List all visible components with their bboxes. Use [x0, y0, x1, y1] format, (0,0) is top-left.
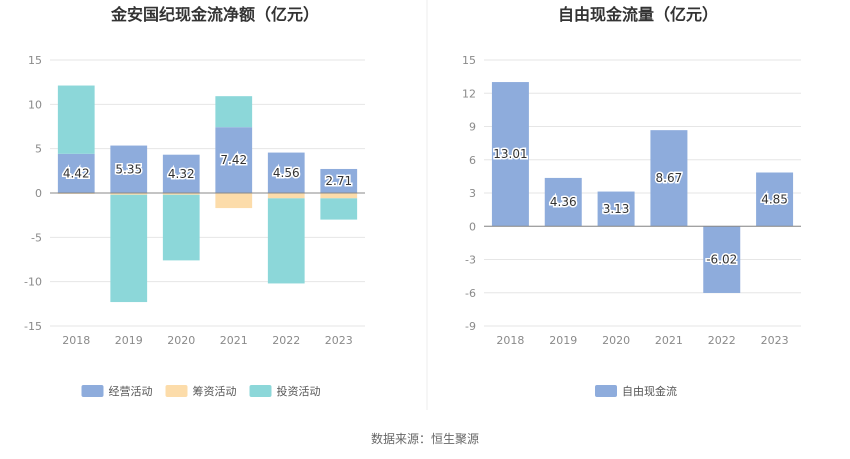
left-chart-y-tick-label: 10 [28, 98, 42, 111]
right-chart-bar-2022-s0 [703, 226, 741, 293]
left-chart-x-tick-label: 2022 [272, 334, 300, 347]
right-chart-x-tick-label: 2022 [708, 334, 736, 347]
right-chart-y-tick-label: 3 [469, 187, 476, 200]
data-source: 数据来源：恒生聚源 [371, 431, 479, 446]
left-chart-legend-swatch [81, 385, 104, 397]
left-chart-y-tick-label: 0 [35, 187, 42, 200]
right-chart-x-tick-label: 2023 [761, 334, 789, 347]
left-chart-legend-swatch [165, 385, 188, 397]
chart-title-left: 金安国纪现金流净额（亿元） [110, 5, 319, 24]
right-chart-y-tick-label: 9 [469, 121, 476, 134]
left-chart-bar-2020-s2 [162, 194, 200, 261]
right-chart-data-label-2018: 13.01 [493, 147, 527, 161]
left-chart-bar-2023-s0 [320, 168, 358, 193]
right-chart-y-tick-label: -9 [465, 320, 476, 333]
right-chart-bar-2023-s0 [756, 172, 794, 227]
left-chart-x-tick-label: 2021 [220, 334, 248, 347]
left-chart-bar-2019-s2 [110, 194, 148, 303]
right-chart-data-label-2019: 4.36 [550, 195, 577, 209]
left-chart-y-tick-label: -10 [24, 276, 42, 289]
left-chart-data-label-2022: 4.56 [273, 166, 300, 180]
left-chart-bar-2018-s2 [57, 85, 95, 154]
left-chart-y-tick-label: 15 [28, 54, 42, 67]
left-chart-data-label-2023: 2.71 [325, 174, 352, 188]
left-chart-bar-2021-s0 [215, 127, 253, 193]
left-chart-y-tick-label: 5 [35, 143, 42, 156]
right-chart-bar-2018-s0 [491, 82, 529, 227]
left-chart-bar-2021-s1 [215, 193, 253, 209]
left-chart-x-tick-label: 2020 [167, 334, 195, 347]
right-chart-y-tick-label: 0 [469, 220, 476, 233]
left-chart-y-tick-label: -5 [31, 231, 42, 244]
left-chart-bar-2023-s1 [320, 193, 358, 199]
right-chart-y-tick-label: -6 [465, 287, 476, 300]
left-chart-bar-2022-s2 [267, 198, 305, 284]
right-chart-data-label-2020: 3.13 [603, 202, 630, 216]
right-chart-x-tick-label: 2021 [655, 334, 683, 347]
right-chart-data-label-2021: 8.67 [656, 171, 683, 185]
left-chart-legend-swatch [249, 385, 272, 397]
left-chart-bar-2020-s1 [162, 193, 200, 195]
left-chart-legend-label: 筹资活动 [193, 384, 237, 398]
left-chart-data-label-2019: 5.35 [115, 162, 142, 176]
left-chart-bar-2022-s0 [267, 152, 305, 193]
left-chart-data-label-2020: 4.32 [168, 167, 195, 181]
left-chart-bar-2021-s2 [215, 96, 253, 128]
left-chart-bar-2019-s1 [110, 193, 148, 195]
right-chart-legend-swatch [595, 385, 617, 397]
left-chart-bar-2023-s2 [320, 198, 358, 220]
chart-title-right: 自由现金流量（亿元） [558, 5, 718, 24]
right-chart-legend-label: 自由现金流 [622, 384, 677, 398]
right-chart-bar-2019-s0 [544, 177, 582, 227]
left-chart-x-tick-label: 2018 [62, 334, 90, 347]
right-chart-y-tick-label: 15 [462, 54, 476, 67]
left-chart-data-label-2021: 7.42 [220, 153, 247, 167]
right-chart-y-tick-label: -3 [465, 254, 476, 267]
right-chart-y-tick-label: 6 [469, 154, 476, 167]
right-chart-y-tick-label: 12 [462, 87, 476, 100]
right-chart-data-label-2022: -6.02 [706, 253, 737, 267]
right-chart-x-tick-label: 2020 [602, 334, 630, 347]
left-chart-bar-2019-s0 [110, 145, 148, 193]
left-chart-x-tick-label: 2023 [325, 334, 353, 347]
left-chart-legend-label: 投资活动 [277, 384, 321, 398]
right-chart-data-label-2023: 4.85 [761, 192, 788, 206]
left-chart-x-tick-label: 2019 [115, 334, 143, 347]
left-chart-legend-label: 经营活动 [109, 384, 153, 398]
left-chart-bar-2020-s0 [162, 154, 200, 193]
right-chart-x-tick-label: 2019 [549, 334, 577, 347]
right-chart-bar-2020-s0 [597, 191, 635, 227]
left-chart-bar-2022-s1 [267, 193, 305, 199]
left-chart-bar-2018-s0 [57, 153, 95, 193]
left-chart-data-label-2018: 4.42 [63, 166, 90, 180]
right-chart-x-tick-label: 2018 [496, 334, 524, 347]
right-chart-bar-2021-s0 [650, 130, 688, 227]
left-chart-y-tick-label: -15 [24, 320, 42, 333]
